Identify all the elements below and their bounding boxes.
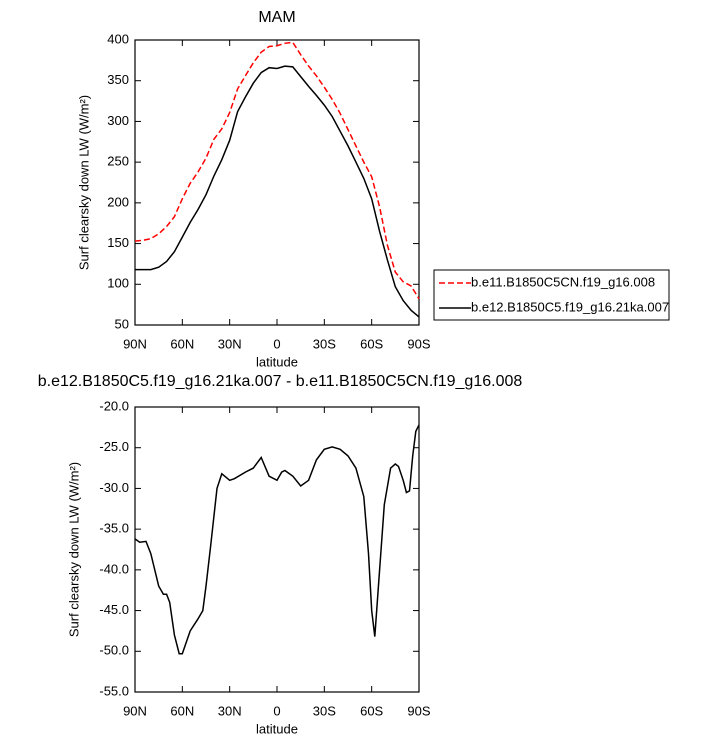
data-line	[134, 424, 420, 655]
y-tick-label: 100	[107, 276, 129, 291]
legend-box	[433, 269, 670, 321]
x-tick-label: 0	[273, 336, 280, 351]
chart-title: b.e12.B1850C5.f19_g16.21ka.007 - b.e11.B…	[38, 373, 523, 390]
y-tick-label: 200	[107, 194, 129, 209]
chart-title: MAM	[258, 9, 295, 26]
x-tick-label: 60N	[170, 336, 194, 351]
plot-frame	[134, 39, 420, 326]
y-tick-label: 350	[107, 72, 129, 87]
x-tick-label: 30S	[313, 703, 336, 718]
data-line	[134, 41, 420, 300]
x-tick-label: 30S	[313, 336, 336, 351]
x-axis-label: latitude	[256, 354, 298, 369]
y-tick-label: 250	[107, 154, 129, 169]
legend-label: b.e11.B1850C5CN.f19_g16.008	[471, 274, 655, 289]
y-tick-label: 300	[107, 113, 129, 128]
y-tick-label: -30.0	[99, 480, 129, 495]
legend-label: b.e12.B1850C5.f19_g16.21ka.007	[471, 299, 669, 314]
x-tick-label: 0	[273, 703, 280, 718]
y-tick-label: 150	[107, 235, 129, 250]
x-tick-label: 90S	[407, 336, 430, 351]
plot-frame	[134, 406, 420, 693]
y-tick-label: -45.0	[99, 602, 129, 617]
y-tick-label: -25.0	[99, 439, 129, 454]
x-tick-label: 60S	[360, 336, 383, 351]
y-tick-label: -55.0	[99, 683, 129, 698]
x-tick-label: 90S	[407, 703, 430, 718]
data-line	[135, 65, 420, 318]
x-tick-label: 90N	[123, 703, 147, 718]
y-tick-label: 400	[107, 31, 129, 46]
y-tick-label: 50	[115, 316, 129, 331]
x-tick-label: 90N	[123, 336, 147, 351]
x-axis-label: latitude	[256, 721, 298, 736]
y-tick-label: -50.0	[99, 643, 129, 658]
x-tick-label: 30N	[218, 703, 242, 718]
x-tick-label: 30N	[218, 336, 242, 351]
y-axis-label: Surf clearsky down LW (W/m²)	[66, 462, 81, 637]
y-axis-label: Surf clearsky down LW (W/m²)	[76, 95, 91, 270]
y-tick-label: -40.0	[99, 561, 129, 576]
y-tick-label: -35.0	[99, 521, 129, 536]
x-tick-label: 60N	[170, 703, 194, 718]
y-tick-label: -20.0	[99, 398, 129, 413]
x-tick-label: 60S	[360, 703, 383, 718]
